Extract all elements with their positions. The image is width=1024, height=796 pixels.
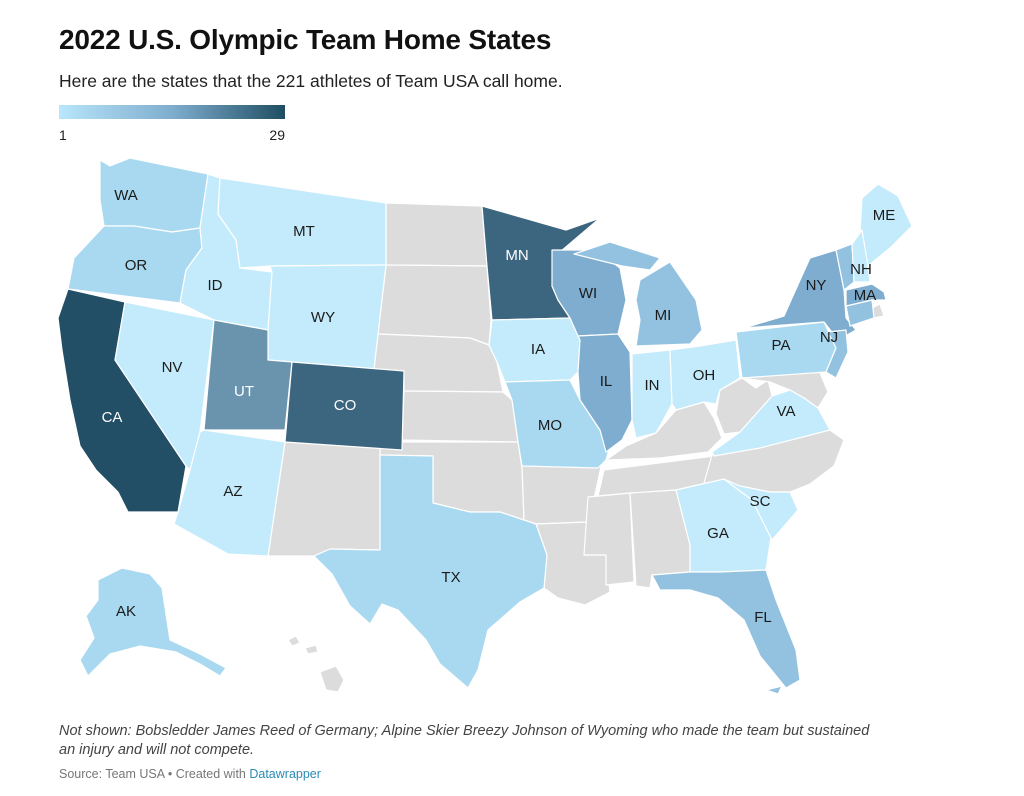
label-nj: NJ (820, 329, 838, 346)
state-mt (217, 177, 387, 269)
legend-min-label: 1 (59, 127, 67, 143)
label-ia: IA (531, 341, 545, 358)
state-nm (267, 441, 381, 557)
state-fl (651, 569, 801, 689)
state-ks (401, 390, 519, 443)
label-wi: WI (579, 285, 597, 302)
label-ny: NY (806, 277, 827, 294)
state-sd (377, 264, 492, 346)
label-ma: MA (854, 287, 877, 304)
label-mn: MN (505, 247, 528, 264)
data-states (57, 157, 913, 695)
state-ky (605, 401, 723, 461)
label-va: VA (777, 403, 796, 420)
label-ga: GA (707, 525, 729, 542)
label-nv: NV (162, 359, 183, 376)
state-hi-3 (319, 665, 345, 693)
state-hi-1 (287, 635, 301, 647)
label-co: CO (334, 397, 357, 414)
state-il (577, 333, 633, 453)
source-line: Source: Team USA • Created with Datawrap… (59, 767, 321, 781)
state-mi (573, 241, 703, 347)
label-az: AZ (223, 483, 242, 500)
datawrapper-link[interactable]: Datawrapper (249, 767, 321, 781)
label-sc: SC (750, 493, 771, 510)
us-choropleth-map: WA OR CA NV ID MT WY UT CO AZ TX MN IA M… (57, 157, 913, 695)
label-in: IN (645, 377, 660, 394)
label-mt: MT (293, 223, 315, 240)
label-mi: MI (655, 307, 672, 324)
label-me: ME (873, 207, 896, 224)
state-nh (851, 229, 871, 283)
label-wa: WA (114, 187, 138, 204)
label-ut: UT (234, 383, 254, 400)
state-ma (845, 283, 887, 307)
label-nh: NH (850, 261, 872, 278)
label-wy: WY (311, 309, 335, 326)
label-tx: TX (441, 569, 460, 586)
legend-max-label: 29 (269, 127, 285, 143)
label-il: IL (600, 373, 613, 390)
state-tx (313, 454, 548, 689)
label-pa: PA (772, 337, 791, 354)
label-mo: MO (538, 417, 562, 434)
chart-subtitle: Here are the states that the 221 athlete… (59, 71, 563, 91)
source-prefix: Source: Team USA • Created with (59, 767, 250, 781)
state-me (859, 183, 913, 267)
state-labels: WA OR CA NV ID MT WY UT CO AZ TX MN IA M… (102, 187, 896, 626)
state-oh (669, 339, 741, 411)
label-fl: FL (754, 609, 772, 626)
state-mo (504, 379, 611, 469)
footnote: Not shown: Bobsledder James Reed of Germ… (59, 723, 870, 758)
label-ca: CA (102, 409, 123, 426)
legend-gradient-bar (59, 105, 285, 119)
state-fl-keys (765, 685, 783, 695)
state-sc (723, 478, 799, 541)
label-oh: OH (693, 367, 716, 384)
label-or: OR (125, 257, 148, 274)
state-va (711, 389, 831, 457)
chart-title: 2022 U.S. Olympic Team Home States (59, 24, 552, 55)
state-az (173, 429, 286, 557)
state-nj (825, 329, 849, 379)
state-hi-2 (304, 644, 319, 655)
color-legend: 1 29 (59, 105, 285, 143)
state-co (284, 361, 405, 451)
label-ak: AK (116, 603, 136, 620)
state-ak (79, 567, 227, 677)
label-id: ID (208, 277, 223, 294)
state-nd (385, 202, 488, 267)
